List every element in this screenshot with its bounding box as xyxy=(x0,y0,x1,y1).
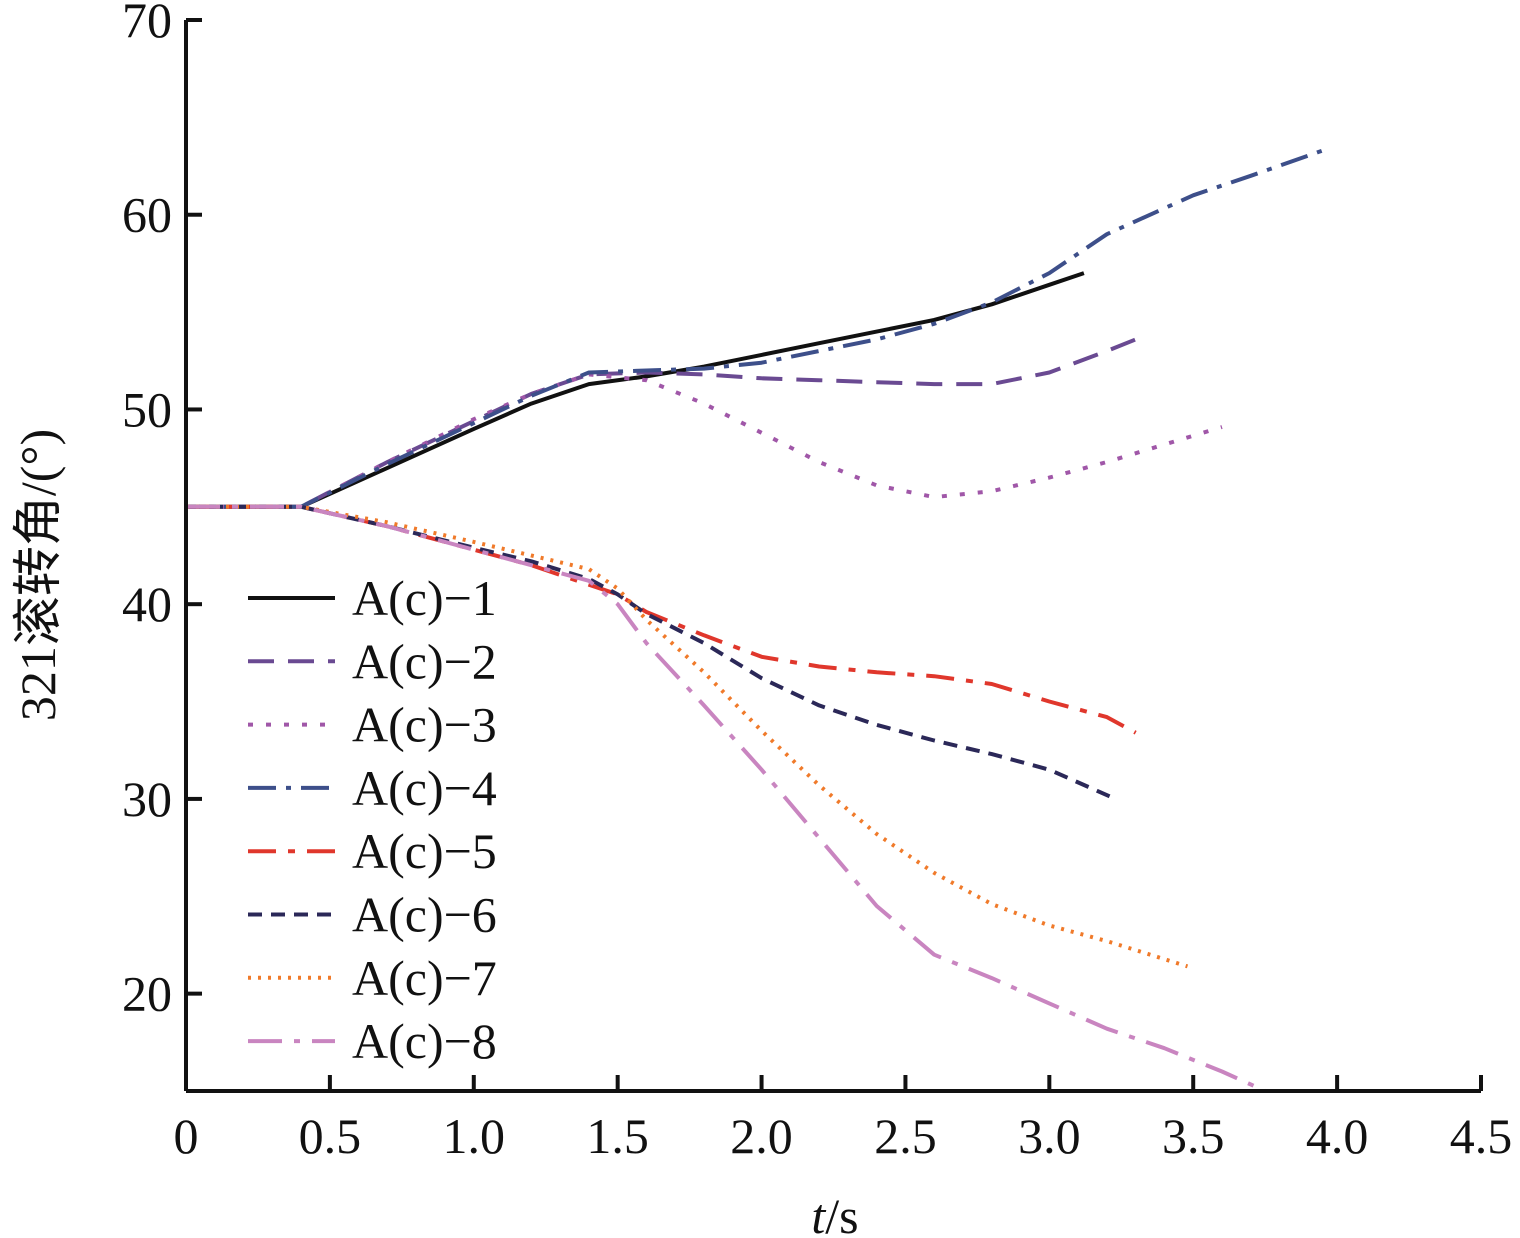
x-tick-label: 3.0 xyxy=(1018,1108,1081,1164)
series-line-2 xyxy=(186,337,1137,509)
series-line-8 xyxy=(186,504,1267,1093)
y-tick-label: 20 xyxy=(122,966,172,1022)
x-tick-label: 0.5 xyxy=(299,1108,362,1164)
series-line-1 xyxy=(186,271,1085,509)
legend-label-7: A(c)−7 xyxy=(352,950,497,1006)
x-tick-label: 2.5 xyxy=(874,1108,937,1164)
x-tick-label: 4.5 xyxy=(1450,1108,1513,1164)
x-axis-title-variable: t xyxy=(811,1188,826,1238)
legend-label-3: A(c)−3 xyxy=(352,697,497,753)
series-line-6 xyxy=(186,504,1117,801)
x-tick-label: 0 xyxy=(174,1108,199,1164)
y-tick-label: 50 xyxy=(122,381,172,437)
y-tick-label: 30 xyxy=(122,771,172,827)
y-tick-label: 60 xyxy=(122,187,172,243)
legend-label-4: A(c)−4 xyxy=(352,760,497,816)
y-ticks: 20 30 40 50 60 70 xyxy=(122,0,202,1022)
series-layer xyxy=(186,148,1324,1093)
x-tick-label: 4.0 xyxy=(1306,1108,1369,1164)
legend-label-2: A(c)−2 xyxy=(352,633,497,689)
legend-label-1: A(c)−1 xyxy=(352,570,497,626)
legend-label-6: A(c)−6 xyxy=(352,887,497,943)
y-tick-label: 70 xyxy=(122,0,172,48)
x-tick-label: 3.5 xyxy=(1162,1108,1225,1164)
series-line-3 xyxy=(186,372,1223,509)
x-axis-title-unit: /s xyxy=(825,1188,858,1238)
legend: A(c)−1 A(c)−2 A(c)−3 A(c)−4 A(c)−5 A(c)−6 A(c)… xyxy=(248,570,497,1069)
x-tick-label: 2.0 xyxy=(730,1108,793,1164)
legend-label-8: A(c)−8 xyxy=(352,1013,497,1069)
x-axis-title: t/s xyxy=(811,1188,858,1238)
x-ticks: 0 0.5 1.0 1.5 2.0 2.5 3.0 3.5 4.0 4.5 xyxy=(174,1075,1513,1164)
x-tick-label: 1.5 xyxy=(586,1108,649,1164)
series-line-7 xyxy=(186,504,1189,969)
axes xyxy=(184,20,1481,1093)
y-tick-label: 40 xyxy=(122,576,172,632)
x-tick-label: 1.0 xyxy=(443,1108,506,1164)
legend-label-5: A(c)−5 xyxy=(352,823,497,879)
series-line-4 xyxy=(186,148,1324,509)
y-axis-title: 321滚转角/(°) xyxy=(10,429,66,721)
